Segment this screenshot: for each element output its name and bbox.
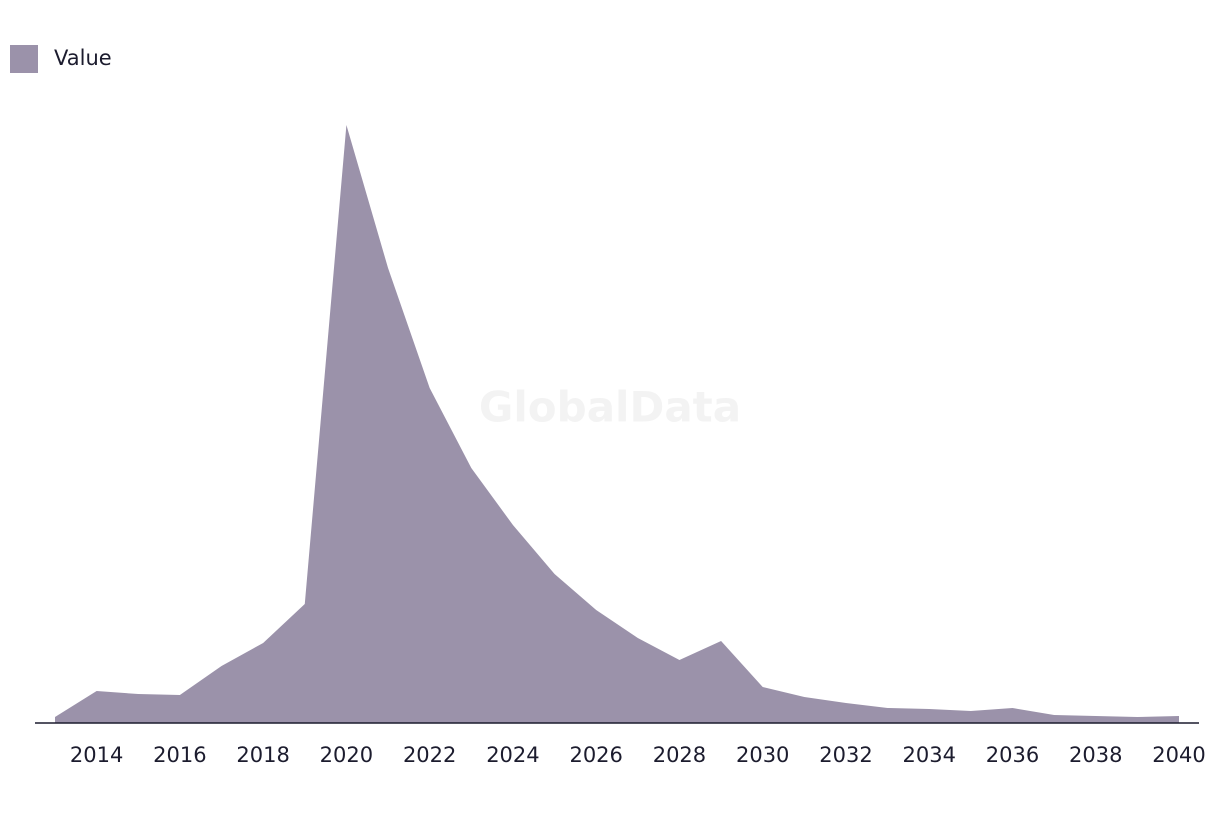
x-tick-label: 2028: [653, 743, 706, 767]
legend-swatch: [10, 45, 38, 73]
area: [55, 125, 1179, 723]
x-tick-label: 2032: [819, 743, 872, 767]
x-tick-label: 2024: [486, 743, 539, 767]
watermark: GlobalData: [479, 383, 741, 432]
x-tick-label: 2022: [403, 743, 456, 767]
x-tick-label: 2014: [70, 743, 123, 767]
x-tick-label: 2040: [1152, 743, 1205, 767]
legend-label: Value: [54, 46, 112, 70]
x-tick-label: 2030: [736, 743, 789, 767]
x-tick-label: 2034: [902, 743, 955, 767]
x-tick-label: 2026: [569, 743, 622, 767]
x-tick-label: 2036: [986, 743, 1039, 767]
x-tick-label: 2020: [320, 743, 373, 767]
x-tick-label: 2038: [1069, 743, 1122, 767]
x-tick-label: 2018: [236, 743, 289, 767]
x-tick-label: 2016: [153, 743, 206, 767]
